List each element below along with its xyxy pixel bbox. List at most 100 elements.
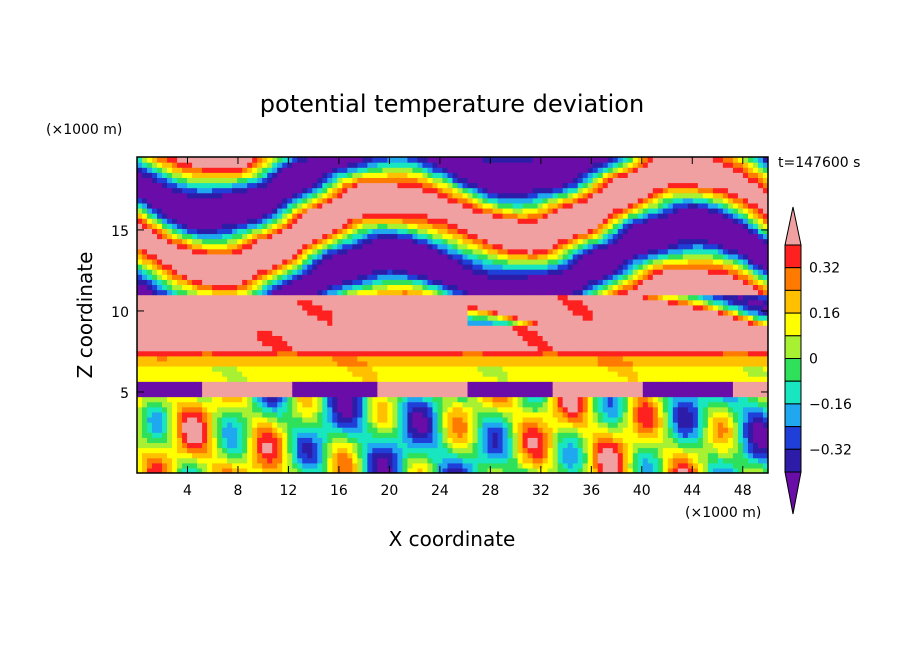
heatmap-cell [377,401,383,408]
heatmap-cell [497,243,504,250]
heatmap-cell [302,202,308,209]
heatmap-cell [357,192,363,199]
heatmap-cell [532,330,539,336]
heatmap-cell [172,432,178,438]
heatmap-cell [292,442,298,449]
heatmap-cell [272,411,278,418]
heatmap-cell [427,157,434,163]
heatmap-cell [452,192,459,199]
heatmap-cell [242,279,248,286]
heatmap-cell [497,467,504,473]
heatmap-cell [252,248,258,255]
heatmap-cell [307,335,313,342]
heatmap-cell [392,177,399,184]
heatmap-cell [357,345,363,352]
heatmap-cell [467,202,474,209]
heatmap-cell [487,371,494,377]
heatmap-cell [522,365,529,372]
heatmap-cell [207,304,213,311]
heatmap-cell [302,279,308,286]
heatmap-cell [502,304,509,311]
heatmap-cell [377,289,383,296]
heatmap-cell [372,442,378,449]
heatmap-cell [472,335,479,342]
heatmap-cell [277,243,283,250]
heatmap-cell [417,294,424,301]
heatmap-cell [367,437,373,444]
heatmap-cell [277,452,283,459]
heatmap-cell [247,223,253,229]
heatmap-cell [147,248,153,255]
heatmap-cell [162,192,168,199]
heatmap-cell [467,325,474,331]
heatmap-cell [402,309,409,316]
heatmap-cell [487,207,494,214]
heatmap-cell [417,335,424,342]
heatmap-cell [177,299,183,306]
heatmap-cell [532,437,539,444]
heatmap-cell [307,162,313,168]
heatmap-cell [502,299,509,306]
heatmap-cell [262,289,268,296]
heatmap-cell [337,406,343,413]
heatmap-cell [517,416,524,423]
heatmap-cell [457,320,464,326]
heatmap-cell [232,401,238,408]
heatmap-cell [512,371,519,377]
heatmap-cell [527,207,534,214]
heatmap-cell [392,437,399,444]
heatmap-cell [322,264,328,270]
heatmap-cell [447,279,454,286]
heatmap-cell [437,289,444,296]
heatmap-cell [297,197,303,204]
heatmap-cell [317,416,323,423]
heatmap-cell [367,340,373,347]
heatmap-cell [472,437,479,444]
heatmap-cell [352,182,358,189]
heatmap-cell [332,264,338,270]
heatmap-cell [332,172,338,178]
heatmap-cell [522,294,529,301]
heatmap-cell [457,386,464,393]
heatmap-cell [267,422,273,428]
heatmap-cell [287,248,293,255]
heatmap-cell [217,391,223,398]
heatmap-cell [282,223,288,229]
heatmap-cell [327,386,333,393]
heatmap-cell [142,172,148,178]
heatmap-cell [387,197,394,204]
heatmap-cell [377,371,383,377]
heatmap-cell [352,162,358,168]
heatmap-cell [492,315,499,321]
heatmap-cell [442,411,449,418]
heatmap-cell [442,304,449,311]
heatmap-cell [532,192,539,199]
heatmap-cell [412,294,419,301]
heatmap-cell [237,207,243,214]
heatmap-cell [347,294,353,301]
heatmap-cell [377,309,383,316]
heatmap-cell [312,258,318,265]
heatmap-cell [157,177,163,184]
heatmap-cell [442,416,449,423]
heatmap-cell [437,248,444,255]
heatmap-cell [177,167,183,173]
heatmap-cell [152,360,158,367]
heatmap-cell [237,386,243,393]
heatmap-cell [447,427,454,433]
heatmap-cell [432,157,439,163]
heatmap-cell [212,182,218,189]
heatmap-cell [367,411,373,418]
heatmap-cell [247,264,253,270]
heatmap-cell [207,371,213,377]
heatmap-cell [192,172,198,178]
heatmap-cell [412,248,419,255]
heatmap-cell [372,345,378,352]
heatmap-cell [222,167,228,173]
heatmap-cell [227,355,233,362]
heatmap-cell [382,350,388,357]
heatmap-cell [187,325,193,331]
heatmap-cell [297,340,303,347]
heatmap-cell [347,406,353,413]
heatmap-cell [482,467,489,473]
